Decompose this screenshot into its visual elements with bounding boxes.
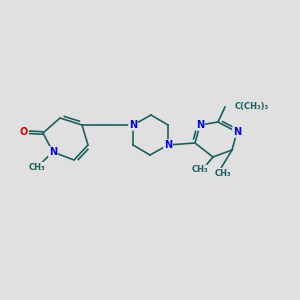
Text: N: N (129, 120, 137, 130)
Text: C(CH₃)₃: C(CH₃)₃ (235, 103, 269, 112)
Text: N: N (164, 140, 172, 150)
Text: N: N (233, 127, 241, 137)
Text: CH₃: CH₃ (29, 163, 45, 172)
Text: CH₃: CH₃ (192, 166, 208, 175)
Text: CH₃: CH₃ (215, 169, 231, 178)
Text: O: O (20, 127, 28, 137)
Text: N: N (196, 120, 204, 130)
Text: N: N (49, 147, 57, 157)
